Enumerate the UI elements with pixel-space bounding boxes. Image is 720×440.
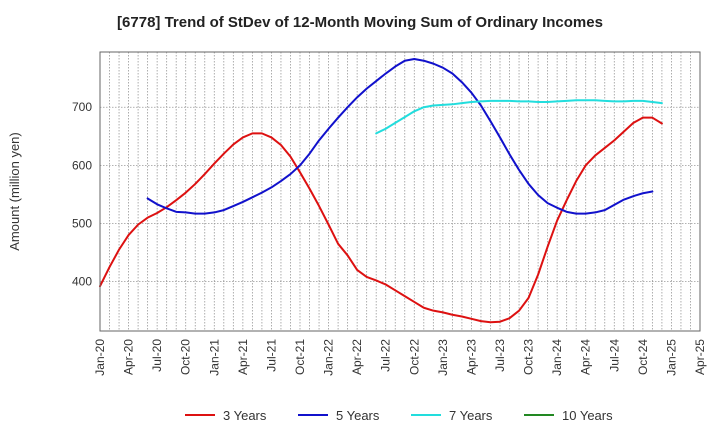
legend-item: 7 Years	[411, 408, 493, 423]
x-tick-label: Jul-22	[379, 339, 393, 372]
legend-label: 10 Years	[562, 408, 613, 423]
x-tick-label: Jul-23	[493, 339, 507, 372]
x-tick-label: Apr-21	[236, 339, 250, 375]
series-lines	[99, 57, 663, 324]
series-line-3	[375, 99, 663, 135]
x-tick-label: Jan-24	[550, 339, 564, 376]
x-tick-label: Jan-21	[207, 339, 221, 376]
chart-title: [6778] Trend of StDev of 12-Month Moving…	[117, 14, 603, 31]
x-tick-label: Jan-25	[664, 339, 678, 376]
x-tick-label: Apr-22	[350, 339, 364, 375]
y-tick-label: 500	[72, 216, 92, 230]
x-tick-label: Jan-22	[322, 339, 336, 376]
x-tick-label: Jan-23	[436, 339, 450, 376]
legend-label: 5 Years	[336, 408, 380, 423]
legend-item: 3 Years	[185, 408, 267, 423]
legend-label: 3 Years	[223, 408, 267, 423]
legend-item: 10 Years	[524, 408, 613, 423]
legend: 3 Years 5 Years 7 Years 10 Years	[185, 408, 613, 423]
x-tick-label: Oct-23	[522, 339, 536, 375]
y-tick-labels: 400 500 600 700	[72, 100, 92, 288]
x-tick-label: Apr-20	[122, 339, 136, 375]
x-tick-label: Oct-24	[636, 339, 650, 375]
x-tick-label: Oct-20	[179, 339, 193, 375]
legend-item: 5 Years	[298, 408, 380, 423]
x-tick-label: Jan-20	[93, 339, 107, 376]
plot-area	[100, 52, 700, 331]
x-tick-label: Oct-22	[407, 339, 421, 375]
x-tick-labels: Jan-20 Apr-20 Jul-20 Oct-20 Jan-21 Apr-21 Jul-…	[93, 339, 707, 376]
x-tick-label: Jul-24	[607, 339, 621, 372]
y-tick-label: 400	[72, 275, 92, 289]
series-line-1	[99, 116, 663, 324]
y-tick-label: 700	[72, 100, 92, 114]
x-tick-label: Apr-25	[693, 339, 707, 375]
series-line-2	[146, 57, 654, 215]
y-tick-label: 600	[72, 158, 92, 172]
plot-frame	[99, 51, 701, 332]
y-axis-title: Amount (million yen)	[7, 132, 22, 251]
x-tick-label: Oct-21	[293, 339, 307, 375]
x-tick-label: Jul-20	[150, 339, 164, 372]
x-tick-label: Jul-21	[264, 339, 278, 372]
x-tick-label: Apr-24	[579, 339, 593, 375]
x-tick-label: Apr-23	[464, 339, 478, 375]
legend-label: 7 Years	[449, 408, 493, 423]
